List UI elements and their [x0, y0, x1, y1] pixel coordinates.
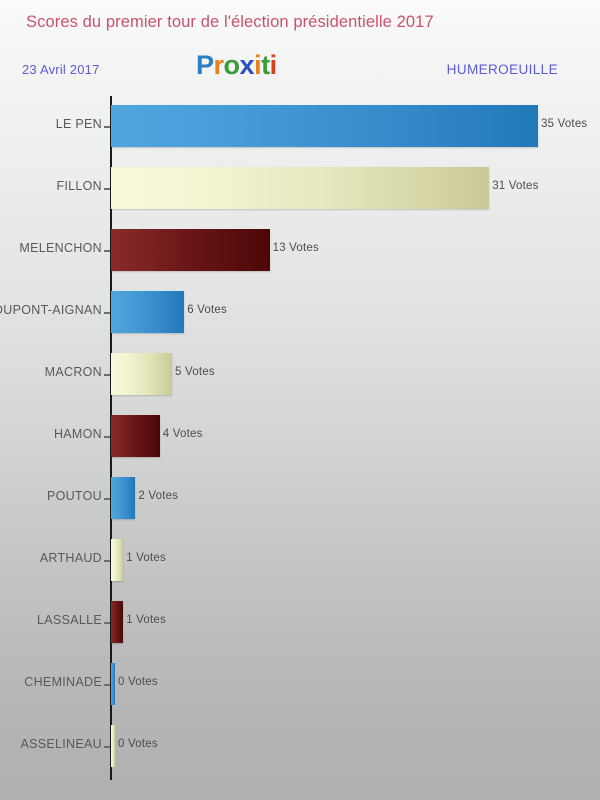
bar-row: FILLON 31 Votes: [0, 158, 600, 220]
axis-tick: [104, 188, 110, 190]
logo-letter-5: i: [254, 50, 262, 80]
category-label: ARTHAUD: [39, 551, 102, 565]
axis-tick: [104, 312, 110, 314]
bar-row: DUPONT-AIGNAN 6 Votes: [0, 282, 600, 344]
bar-value-label: 35 Votes: [541, 118, 588, 130]
bar: [111, 105, 538, 147]
bar-value-label: 6 Votes: [187, 304, 227, 316]
axis-tick: [104, 498, 110, 500]
bar-row: LASSALLE 1 Votes: [0, 592, 600, 654]
election-date: 23 Avril 2017: [22, 62, 100, 77]
logo-letter-1: P: [196, 50, 214, 80]
bar: [111, 539, 124, 581]
category-label: FILLON: [56, 179, 102, 193]
category-label: LE PEN: [55, 117, 102, 131]
category-label: MELENCHON: [19, 241, 102, 255]
axis-tick: [104, 374, 110, 376]
bar: [111, 477, 136, 519]
bar-row: ASSELINEAU 0 Votes: [0, 716, 600, 778]
category-label: CHEMINADE: [24, 675, 102, 689]
bar: [111, 291, 185, 333]
bar-value-label: 5 Votes: [175, 366, 215, 378]
category-label: MACRON: [44, 365, 102, 379]
bar-row: LE PEN 35 Votes: [0, 96, 600, 158]
axis-tick: [104, 622, 110, 624]
bar-row: MACRON 5 Votes: [0, 344, 600, 406]
bar: [111, 415, 160, 457]
bar-value-label: 1 Votes: [126, 552, 166, 564]
subheader: 23 Avril 2017 Proxiti HUMEROEUILLE: [0, 52, 600, 86]
category-label: ASSELINEAU: [20, 737, 102, 751]
bar-value-label: 31 Votes: [492, 180, 539, 192]
axis-tick: [104, 126, 110, 128]
bar: [111, 601, 124, 643]
logo-letter-4: x: [239, 50, 255, 80]
bar: [111, 167, 490, 209]
bar-value-label: 0 Votes: [118, 676, 158, 688]
commune-name: HUMEROEUILLE: [446, 62, 558, 77]
bar-value-label: 0 Votes: [118, 738, 158, 750]
bar-row: CHEMINADE 0 Votes: [0, 654, 600, 716]
bar: [111, 229, 270, 271]
bar-value-label: 1 Votes: [126, 614, 166, 626]
axis-tick: [104, 746, 110, 748]
logo-letter-7: i: [269, 50, 278, 80]
y-axis-line: [110, 96, 112, 780]
axis-tick: [104, 560, 110, 562]
logo-letter-2: r: [213, 50, 225, 80]
logo-letter-6: t: [261, 50, 270, 80]
bar-value-label: 13 Votes: [272, 242, 319, 254]
logo-letter-3: o: [223, 50, 241, 80]
category-label: POUTOU: [46, 489, 102, 503]
bar: [111, 725, 115, 767]
axis-tick: [104, 250, 110, 252]
bar: [111, 663, 115, 705]
axis-tick: [104, 684, 110, 686]
axis-tick: [104, 436, 110, 438]
bar-value-label: 4 Votes: [162, 428, 203, 440]
category-label: LASSALLE: [37, 613, 102, 627]
category-label: DUPONT-AIGNAN: [0, 303, 102, 317]
bar: [111, 353, 172, 395]
bar-chart-plot: LE PEN 35 Votes FILLON 31 Votes MELENCHON 13 …: [0, 96, 600, 786]
page-title: Scores du premier tour de l'élection pré…: [26, 13, 434, 31]
bar-row: HAMON 4 Votes: [0, 406, 600, 468]
bar-row: ARTHAUD 1 Votes: [0, 530, 600, 592]
bar-row: POUTOU 2 Votes: [0, 468, 600, 530]
category-label: HAMON: [53, 427, 102, 441]
proxiti-logo: Proxiti: [196, 52, 277, 79]
bar-row: MELENCHON 13 Votes: [0, 220, 600, 282]
bar-value-label: 2 Votes: [138, 490, 179, 502]
